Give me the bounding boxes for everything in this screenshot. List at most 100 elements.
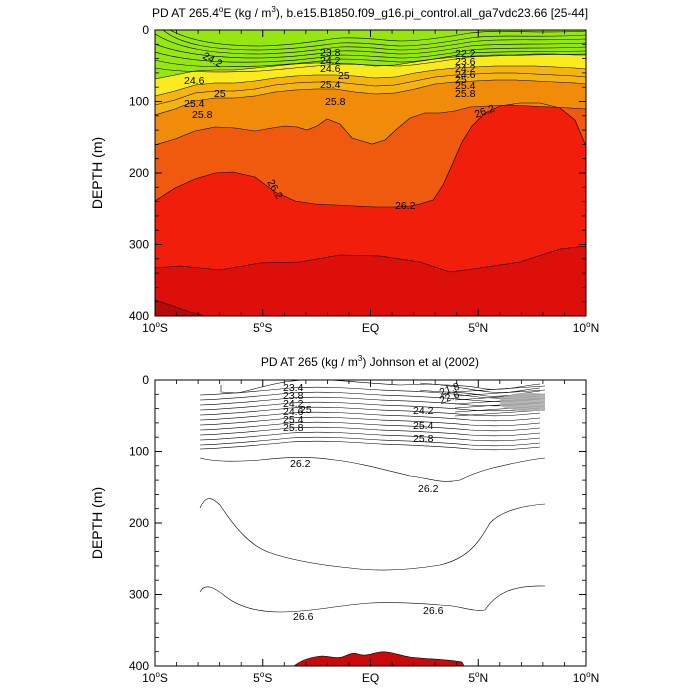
bottom-clabel: 26.2 [418, 483, 439, 495]
bottom-clabel: 25.8 [283, 422, 304, 434]
top-contour-23-8 [162, 30, 586, 51]
bottom-clabel: 25.4 [283, 414, 304, 426]
top-contour-24-2 [155, 42, 586, 59]
y-tick-label: 300 [129, 588, 149, 602]
top-y-axis: 0 100 200 300 400 [129, 23, 586, 323]
top-contour-24-0 [155, 33, 586, 55]
bottom-clabel: 26.2 [290, 458, 311, 470]
bottom-contour-dense [454, 389, 546, 397]
y-tick-label: 300 [129, 238, 149, 252]
bottom-clabel: 23.8 [283, 390, 304, 402]
bottom-contour-26-4 [199, 498, 546, 571]
bottom-contour-upper-3 [199, 391, 541, 402]
bottom-contour-26-6 [199, 585, 546, 613]
y-tick-label: 400 [129, 309, 149, 323]
y-tick-label: 200 [129, 516, 149, 530]
bottom-contour-26-2 [199, 457, 546, 482]
top-contour-24-8 [155, 53, 586, 73]
bottom-contour-upper-11 [199, 431, 541, 442]
top-clabel: 24.2 [320, 55, 341, 67]
top-clabel: 24.6 [320, 63, 341, 75]
bottom-panel: PD AT 265 (kg / m3) Johnson et al (2002) [89, 354, 599, 685]
top-contour-26-0 [155, 104, 586, 146]
top-clabel: 22.2 [455, 48, 476, 60]
bottom-contour-labels: 23.4 23.8 24.2 24.6 25 25.4 25.8 21.8 22… [283, 380, 461, 623]
bottom-y-axis-label: DEPTH (m) [89, 487, 105, 559]
bottom-contour-upper-7 [199, 411, 541, 422]
top-clabel: 25.4 [320, 79, 341, 91]
y-tick-label: 100 [129, 445, 149, 459]
top-clabel: 25.8 [192, 109, 213, 121]
top-band-green [155, 30, 586, 79]
top-clabel: 25 [338, 70, 350, 82]
bottom-contour-upper-12 [199, 436, 541, 447]
top-contour-lines [155, 30, 586, 316]
top-contour-25-0 [155, 53, 586, 80]
x-tick-label: 5oS [253, 320, 272, 335]
y-tick-label: 400 [129, 659, 149, 673]
x-tick-label: EQ [362, 671, 379, 685]
top-clabel: 23.8 [320, 47, 341, 59]
top-y-axis-label: DEPTH (m) [89, 137, 105, 209]
bottom-y-axis: 0 100 200 300 400 [129, 373, 586, 673]
top-clabel: 25.8 [455, 88, 476, 100]
top-clabel: 24.2 [455, 63, 476, 75]
bottom-contour-north-1 [419, 382, 541, 390]
top-contour-25-8 [155, 79, 586, 116]
bottom-contour-upper-8 [199, 416, 541, 427]
bottom-contour-upper-5 [199, 401, 541, 412]
bottom-x-axis: 10oS 5oS EQ 5oN 10oN [142, 380, 599, 685]
top-clabel: 25.4 [455, 80, 476, 92]
x-tick-label: 10oN [573, 670, 599, 685]
top-contour-24-4 [155, 46, 586, 63]
top-chart-title: PD AT 265.4oE (kg / m3), b.e15.B1850.f09… [152, 5, 588, 20]
top-clabel: 25 [455, 74, 467, 86]
top-contour-26-2 [155, 102, 586, 208]
top-clabel: 25 [214, 88, 226, 100]
bottom-contour-upper-10 [199, 426, 541, 437]
y-tick-label: 0 [142, 23, 149, 37]
bottom-clabel: 25.4 [413, 420, 434, 432]
bottom-clabel: 24.2 [413, 405, 434, 417]
top-contour-27-0 [155, 299, 206, 316]
bottom-thermocline-lines [199, 380, 546, 613]
top-clabel: 25.4 [184, 98, 205, 110]
bottom-dense-gray-patch [500, 392, 545, 412]
top-contour-26-6 [155, 245, 586, 273]
x-tick-label: 5oN [468, 670, 488, 685]
bottom-contour-upper-6 [199, 406, 541, 417]
bottom-contour-dense [454, 385, 546, 393]
y-tick-label: 0 [142, 373, 149, 387]
x-tick-label: 10oS [142, 670, 168, 685]
bottom-contour-upper-13 [199, 440, 541, 451]
bottom-clabel: 26.6 [423, 605, 444, 617]
y-tick-label: 100 [129, 95, 149, 109]
bottom-clabel: 24.6 [283, 406, 304, 418]
bottom-chart-title: PD AT 265 (kg / m3) Johnson et al (2002) [261, 354, 479, 369]
x-tick-label: 5oN [468, 320, 488, 335]
top-clabel: 25.8 [325, 96, 346, 108]
x-tick-label: 5oS [253, 670, 272, 685]
top-contour-23-6 [169, 30, 586, 47]
top-panel: PD AT 265.4oE (kg / m3), b.e15.B1850.f09… [89, 5, 599, 335]
bottom-clabel: 23.4 [283, 382, 304, 394]
top-clabel: 24.6 [455, 69, 476, 81]
top-contour-24-6 [155, 50, 586, 68]
top-contour-25-4 [155, 65, 586, 97]
top-clabel: 26.2 [395, 200, 416, 212]
bottom-clabel: 24.2 [283, 398, 304, 410]
bottom-missing-data-region [293, 651, 465, 666]
x-tick-label: 10oS [142, 320, 168, 335]
top-x-axis: 10oS 5oS EQ 5oN 10oN [142, 30, 599, 335]
bottom-contour-upper-1 [220, 380, 541, 394]
y-tick-label: 200 [129, 166, 149, 180]
bottom-contours: 23.4 23.8 24.2 24.6 25 25.4 25.8 21.8 22… [199, 380, 546, 666]
x-tick-label: EQ [362, 321, 379, 335]
top-clabel: 24.6 [184, 75, 205, 87]
top-filled-contours: 24.2 24.6 25 25.4 25.8 23.8 24.2 24.6 25… [155, 30, 586, 316]
bottom-contour-upper-9 [199, 421, 541, 432]
x-tick-label: 10oN [573, 320, 599, 335]
bottom-clabel: 25.8 [413, 433, 434, 445]
bottom-plot-frame [154, 379, 587, 667]
